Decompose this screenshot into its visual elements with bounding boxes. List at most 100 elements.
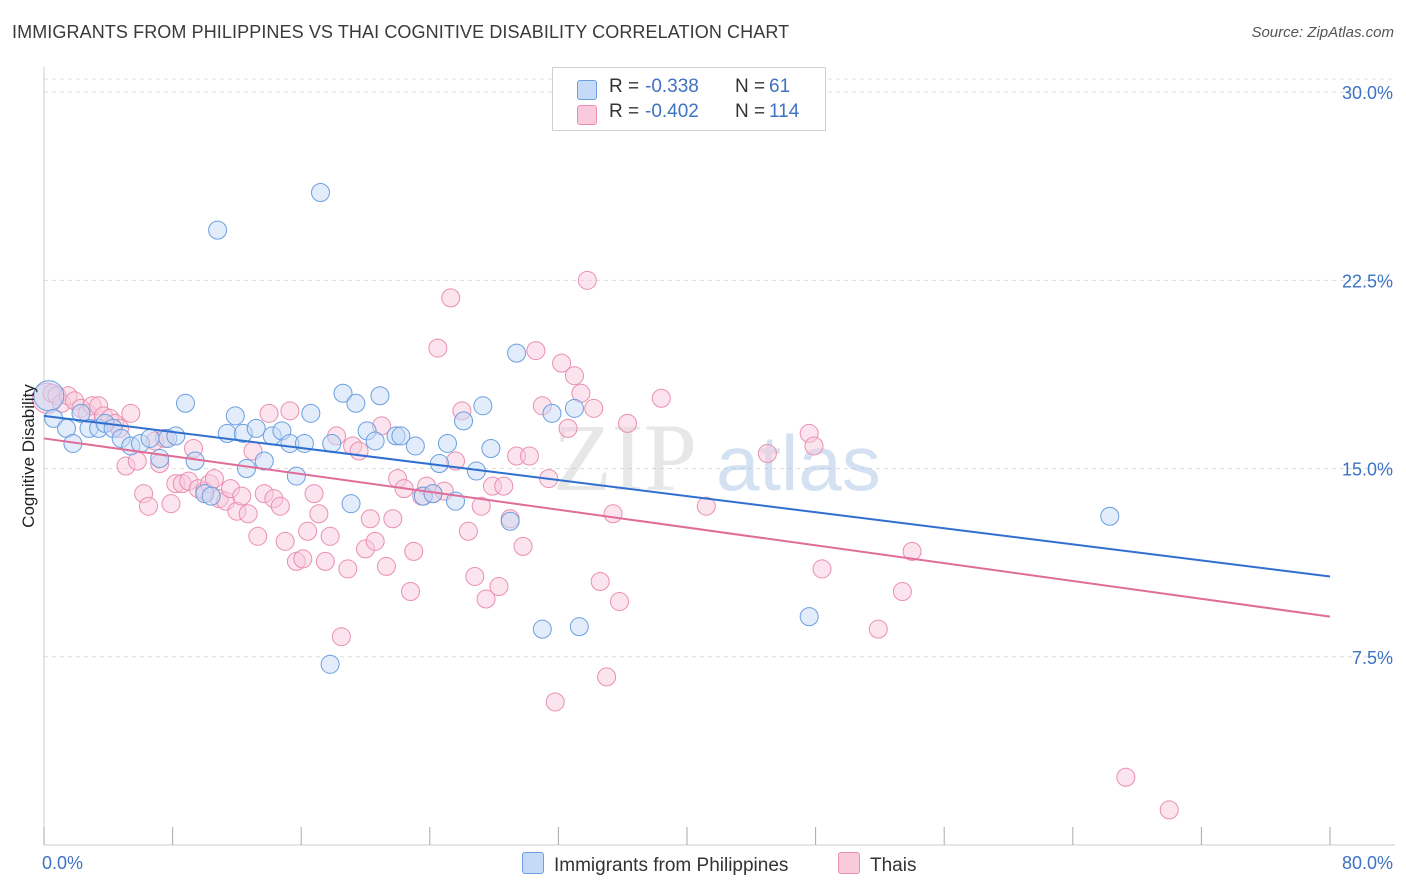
data-point — [564, 398, 584, 418]
legend-swatch-thais — [577, 105, 597, 125]
data-point — [259, 403, 279, 423]
data-point — [471, 496, 491, 516]
data-point — [301, 403, 321, 423]
data-point — [33, 380, 65, 412]
data-point — [391, 426, 411, 446]
data-point — [121, 403, 141, 423]
data-point — [812, 559, 832, 579]
bottom-legend-swatch-thais — [838, 852, 860, 874]
legend-r-label: R = — [609, 101, 640, 122]
y-tick-label: 30.0% — [1342, 83, 1393, 103]
data-point — [404, 541, 424, 561]
data-point — [341, 494, 361, 514]
data-point — [526, 341, 546, 361]
data-point — [542, 403, 562, 423]
data-point — [293, 549, 313, 569]
legend-n-label: N = — [735, 101, 766, 122]
data-point — [609, 592, 629, 612]
bottom-legend-label-philippines: Immigrants from Philippines — [554, 855, 789, 876]
data-point — [892, 582, 912, 602]
data-point — [454, 411, 474, 431]
data-point — [481, 438, 501, 458]
data-point — [320, 654, 340, 674]
grid-lines — [44, 78, 1395, 658]
data-point — [365, 431, 385, 451]
data-point — [1116, 767, 1136, 787]
data-point — [150, 449, 170, 469]
data-point — [338, 559, 358, 579]
data-point — [603, 504, 623, 524]
data-point — [201, 486, 221, 506]
bottom-legend-thais: Thais — [838, 852, 916, 877]
data-point — [564, 366, 584, 386]
data-point — [569, 617, 589, 637]
bottom-legend-swatch-philippines — [522, 852, 544, 874]
data-point — [309, 504, 329, 524]
legend-r-value: -0.402 — [645, 101, 699, 122]
data-point — [513, 536, 533, 556]
legend-n-value: 114 — [769, 101, 800, 122]
data-point — [494, 476, 514, 496]
data-point — [346, 393, 366, 413]
data-point — [275, 531, 295, 551]
y-axis-label: Cognitive Disability — [19, 384, 38, 528]
data-point — [280, 401, 300, 421]
data-point — [618, 413, 638, 433]
data-point — [315, 551, 335, 571]
data-point — [248, 526, 268, 546]
data-point — [320, 526, 340, 546]
legend-n-label: N = — [735, 76, 766, 97]
data-point — [333, 383, 353, 403]
data-point — [310, 182, 330, 202]
data-point — [651, 388, 671, 408]
data-point — [331, 627, 351, 647]
data-point — [507, 343, 527, 363]
data-point — [437, 433, 457, 453]
data-point — [476, 589, 496, 609]
data-point — [441, 288, 461, 308]
tick-labels: 7.5% 15.0% 22.5% 30.0% 0.0% 80.0% — [42, 83, 1393, 873]
data-point — [349, 441, 369, 461]
data-point — [532, 619, 552, 639]
data-point — [360, 509, 380, 529]
trend-line-thais — [43, 437, 1331, 618]
series-thais-points — [31, 270, 1179, 820]
axes — [43, 67, 1395, 846]
series-philippines-points — [33, 182, 1120, 674]
chart-title: IMMIGRANTS FROM PHILIPPINES VS THAI COGN… — [12, 22, 790, 42]
data-point — [577, 270, 597, 290]
x-tick-label: 0.0% — [42, 853, 83, 873]
data-point — [552, 353, 572, 373]
data-point — [428, 338, 448, 358]
data-point — [138, 496, 158, 516]
data-point — [225, 406, 245, 426]
data-point — [322, 433, 342, 453]
data-point — [500, 511, 520, 531]
trend-line-philippines — [43, 414, 1331, 578]
y-tick-label: 7.5% — [1352, 648, 1393, 668]
data-point — [1159, 800, 1179, 820]
data-point — [232, 486, 252, 506]
watermark-atlas: atlas — [716, 419, 881, 507]
bottom-legend-label-thais: Thais — [870, 855, 917, 876]
data-point — [286, 466, 306, 486]
data-point — [473, 396, 493, 416]
legend-swatch-philippines — [577, 80, 597, 100]
data-point — [237, 459, 257, 479]
data-point — [298, 521, 318, 541]
data-point — [270, 496, 290, 516]
bottom-legend-philippines: Immigrants from Philippines — [522, 852, 788, 877]
data-point — [405, 436, 425, 456]
data-point — [161, 494, 181, 514]
trend-lines — [43, 414, 1331, 618]
data-point — [868, 619, 888, 639]
data-point — [545, 692, 565, 712]
data-point — [71, 403, 91, 423]
data-point — [458, 521, 478, 541]
data-point — [304, 484, 324, 504]
x-tick-label: 80.0% — [1342, 853, 1393, 873]
data-point — [465, 566, 485, 586]
legend-n-value: 61 — [769, 76, 791, 97]
data-point — [370, 386, 390, 406]
